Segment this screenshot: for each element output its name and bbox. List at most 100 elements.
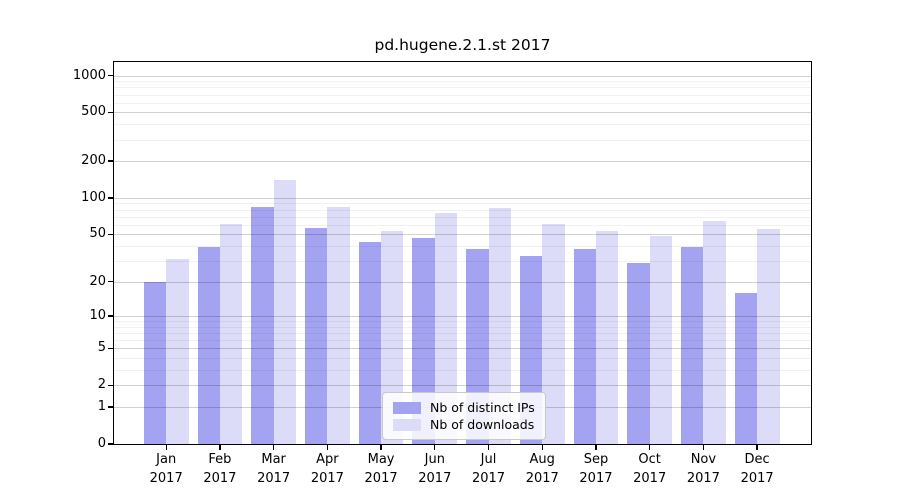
y-tick-100	[108, 197, 114, 199]
bar-mar-downloads	[273, 180, 297, 444]
gridline-major-1000	[114, 75, 811, 77]
y-tick-label-50: 50	[89, 226, 106, 242]
bar-sep-distinct-ips	[573, 248, 596, 444]
y-tick-label-100: 100	[81, 189, 106, 205]
gridline-major-200	[114, 161, 811, 163]
x-tick-may	[380, 444, 382, 450]
gridline-minor-900	[114, 81, 811, 83]
bar-feb-downloads	[219, 223, 243, 444]
x-tick-nov	[702, 444, 705, 450]
x-tick-label-month: Aug	[529, 452, 555, 467]
bar-dec-downloads	[757, 229, 780, 444]
x-tick-label-month: Nov	[690, 452, 717, 467]
x-tick-label-nov: Nov 2017	[675, 451, 731, 488]
x-tick-label-year: 2017	[471, 470, 506, 486]
x-tick-label-year: 2017	[740, 470, 774, 486]
bar-may-distinct-ips	[358, 242, 382, 444]
gridline-minor-60	[114, 224, 811, 226]
gridline-minor-7	[114, 333, 811, 335]
gridline-major-2	[114, 385, 811, 387]
legend-item-distinct-ips: Nb of distinct IPs	[393, 400, 535, 415]
x-tick-label-month: Jul	[480, 452, 497, 467]
bar-oct-distinct-ips	[627, 262, 650, 444]
x-tick-jun	[434, 444, 436, 450]
gridline-minor-700	[114, 94, 811, 96]
gridline-minor-9	[114, 321, 811, 323]
gridline-major-100	[114, 197, 811, 199]
gridline-major-5	[114, 348, 811, 350]
y-tick-20	[108, 280, 114, 283]
x-tick-label-year: 2017	[418, 470, 452, 486]
x-tick-label-mar: Mar 2017	[246, 451, 302, 488]
gridline-minor-6	[114, 340, 811, 342]
x-tick-label-feb: Feb 2017	[192, 451, 248, 488]
y-tick-label-200: 200	[81, 153, 106, 169]
x-tick-jul	[487, 444, 490, 450]
legend-label-distinct-ips: Nb of distinct IPs	[430, 400, 535, 415]
gridline-minor-40	[114, 245, 811, 247]
x-tick-aug	[541, 444, 543, 450]
x-tick-label-year: 2017	[633, 470, 667, 486]
x-tick-jan	[165, 444, 167, 450]
y-tick-10	[108, 315, 114, 317]
gridline-minor-8	[114, 326, 811, 328]
gridline-minor-4	[114, 358, 811, 360]
y-tick-label-0: 0	[97, 436, 106, 451]
x-tick-label-month: Apr	[316, 452, 339, 467]
x-tick-label-aug: Aug 2017	[514, 451, 570, 488]
y-tick-label-20: 20	[89, 273, 106, 289]
bar-dec-distinct-ips	[734, 292, 758, 444]
x-tick-apr	[326, 444, 329, 450]
bar-jun-downloads	[434, 213, 458, 444]
bar-nov-distinct-ips	[681, 247, 704, 444]
y-tick-500	[108, 111, 114, 114]
gridline-minor-400	[114, 124, 811, 126]
x-tick-label-dec: Dec 2017	[729, 451, 785, 488]
bar-aug-downloads	[542, 223, 565, 444]
x-tick-label-year: 2017	[149, 470, 183, 486]
bar-may-downloads	[381, 231, 404, 444]
x-tick-sep	[595, 444, 597, 450]
x-tick-label-month: Sep	[583, 452, 609, 467]
x-tick-label-month: Oct	[638, 452, 661, 467]
x-tick-label-jul: Jul 2017	[461, 451, 517, 488]
y-tick-5	[108, 347, 114, 350]
x-tick-label-may: May 2017	[353, 451, 409, 488]
y-tick-2	[108, 384, 114, 387]
y-tick-label-5: 5	[97, 340, 106, 356]
gridline-minor-600	[114, 102, 811, 104]
bar-jan-downloads	[166, 259, 189, 444]
x-tick-label-apr: Apr 2017	[299, 451, 355, 488]
y-tick-label-10: 10	[89, 308, 106, 324]
legend: Nb of distinct IPs Nb of downloads	[382, 392, 546, 440]
x-tick-label-year: 2017	[686, 470, 720, 486]
x-tick-label-oct: Oct 2017	[622, 451, 678, 488]
x-tick-label-year: 2017	[257, 470, 291, 486]
legend-swatch-distinct-ips-icon	[393, 401, 421, 414]
x-tick-label-sep: Sep 2017	[568, 451, 624, 488]
legend-label-downloads: Nb of downloads	[430, 417, 535, 432]
y-tick-label-1: 1	[97, 399, 106, 415]
gridline-minor-30	[114, 260, 811, 262]
y-tick-0	[108, 443, 114, 445]
plot-area	[114, 62, 811, 444]
y-tick-1000	[108, 74, 114, 77]
gridline-minor-80	[114, 209, 811, 211]
bar-jul-downloads	[488, 207, 511, 444]
gridline-major-500	[114, 112, 811, 114]
x-tick-label-month: Mar	[261, 452, 286, 467]
x-tick-feb	[219, 444, 221, 450]
y-tick-1	[108, 406, 114, 408]
gridline-major-10	[114, 316, 811, 318]
y-tick-label-1000: 1000	[72, 67, 106, 83]
gridline-major-50	[114, 234, 811, 236]
bar-feb-distinct-ips	[197, 247, 220, 444]
gridline-minor-3	[114, 370, 811, 372]
x-tick-label-month: Jun	[424, 452, 445, 467]
x-tick-dec	[756, 444, 758, 450]
x-tick-label-year: 2017	[579, 470, 613, 486]
bar-apr-downloads	[327, 207, 350, 444]
bar-mar-distinct-ips	[251, 207, 274, 444]
gridline-major-20	[114, 281, 811, 283]
